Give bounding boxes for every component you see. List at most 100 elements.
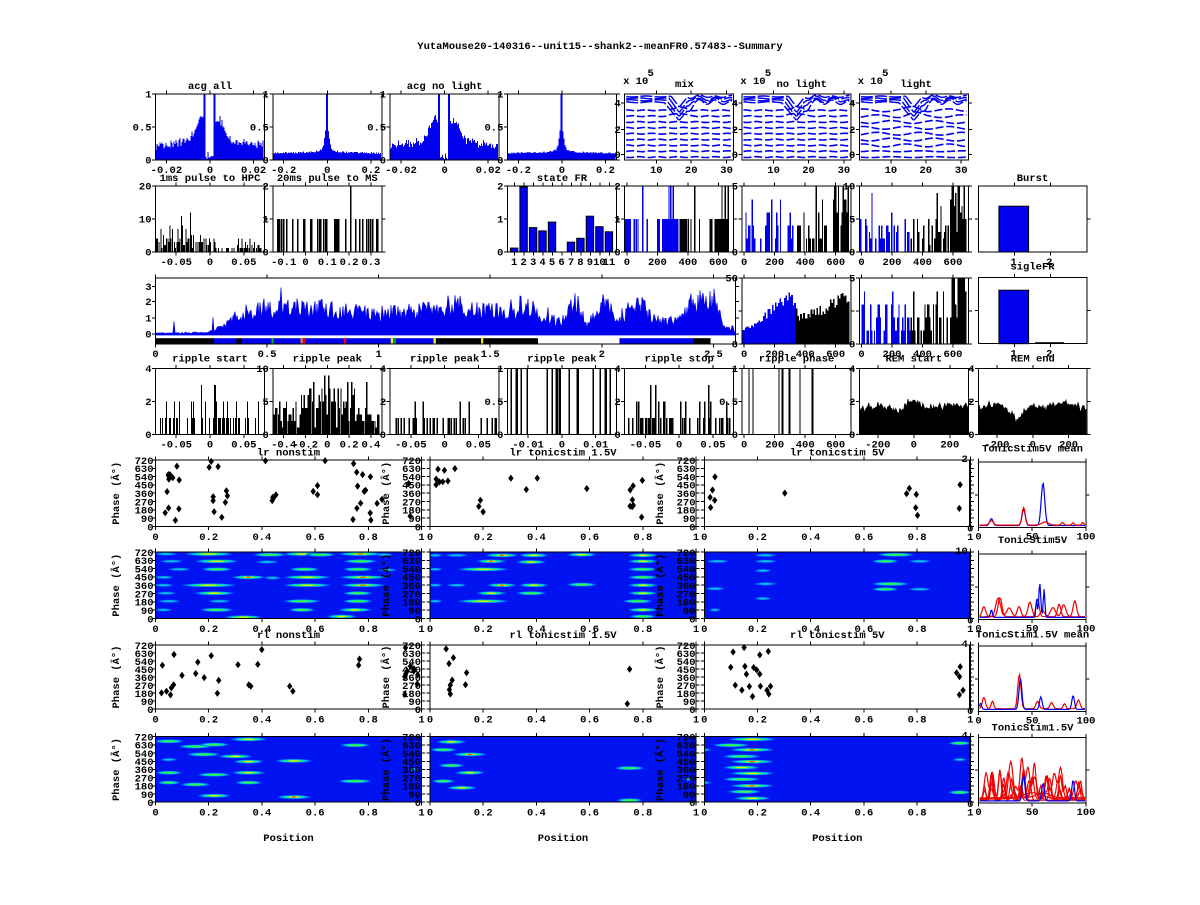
svg-text:4: 4 <box>539 257 545 269</box>
svg-text:0: 0 <box>1030 440 1036 452</box>
svg-text:0.8: 0.8 <box>633 532 652 544</box>
svg-text:1: 1 <box>732 364 738 376</box>
svg-text:1: 1 <box>380 90 386 102</box>
svg-text:11: 11 <box>603 257 616 269</box>
svg-text:5: 5 <box>732 182 738 194</box>
svg-text:0: 0 <box>145 248 151 260</box>
svg-text:4: 4 <box>961 639 967 651</box>
svg-text:4: 4 <box>968 364 974 376</box>
svg-text:0.6: 0.6 <box>306 624 325 636</box>
svg-text:0: 0 <box>152 808 158 820</box>
svg-text:630: 630 <box>402 464 421 476</box>
svg-text:no light: no light <box>776 79 826 91</box>
svg-text:0: 0 <box>559 440 565 452</box>
svg-text:0.4: 0.4 <box>801 715 820 727</box>
svg-text:10: 10 <box>955 546 968 558</box>
svg-text:0: 0 <box>152 624 158 636</box>
svg-text:720: 720 <box>677 641 696 653</box>
svg-text:270: 270 <box>135 681 154 693</box>
svg-text:Phase (Â°): Phase (Â°) <box>379 554 393 617</box>
svg-text:360: 360 <box>677 581 696 593</box>
svg-text:450: 450 <box>135 757 154 769</box>
svg-text:270: 270 <box>402 589 421 601</box>
svg-text:0: 0 <box>441 440 447 452</box>
svg-text:0: 0 <box>732 340 738 352</box>
svg-text:180: 180 <box>135 598 154 610</box>
svg-text:360: 360 <box>402 489 421 501</box>
svg-text:Burst: Burst <box>1017 173 1049 185</box>
svg-text:540: 540 <box>677 564 696 576</box>
svg-text:1: 1 <box>497 364 503 376</box>
svg-text:200: 200 <box>1059 440 1078 452</box>
svg-text:720: 720 <box>402 456 421 468</box>
svg-text:2: 2 <box>145 297 151 309</box>
svg-text:0.2: 0.2 <box>596 165 615 177</box>
svg-text:90: 90 <box>141 606 154 618</box>
svg-text:400: 400 <box>678 257 697 269</box>
svg-text:ripple stop: ripple stop <box>645 354 714 366</box>
svg-text:180: 180 <box>677 598 696 610</box>
svg-text:0: 0 <box>741 257 747 269</box>
svg-text:0: 0 <box>147 705 153 717</box>
svg-text:0: 0 <box>967 799 973 811</box>
svg-text:5: 5 <box>262 397 268 409</box>
svg-text:180: 180 <box>402 782 421 794</box>
svg-text:0.6: 0.6 <box>854 624 873 636</box>
svg-text:2: 2 <box>599 349 605 361</box>
svg-text:0.2: 0.2 <box>474 715 493 727</box>
svg-text:0: 0 <box>415 705 421 717</box>
svg-text:630: 630 <box>135 464 154 476</box>
svg-text:0.4: 0.4 <box>801 624 820 636</box>
svg-text:450: 450 <box>677 757 696 769</box>
svg-text:1: 1 <box>1010 349 1016 361</box>
svg-text:1: 1 <box>497 90 503 102</box>
svg-text:0.6: 0.6 <box>580 532 599 544</box>
svg-text:0.6: 0.6 <box>854 532 873 544</box>
svg-text:1: 1 <box>262 215 268 227</box>
svg-text:3: 3 <box>145 282 151 294</box>
svg-text:90: 90 <box>683 790 696 802</box>
svg-text:100: 100 <box>1077 624 1096 636</box>
svg-text:1: 1 <box>693 808 699 820</box>
svg-text:0.2: 0.2 <box>340 257 359 269</box>
svg-text:0: 0 <box>559 165 565 177</box>
svg-text:0.2: 0.2 <box>748 532 767 544</box>
svg-text:Phase (Â°): Phase (Â°) <box>379 645 393 708</box>
svg-text:0: 0 <box>380 156 386 168</box>
svg-text:0.2: 0.2 <box>474 624 493 636</box>
svg-text:20: 20 <box>139 182 152 194</box>
svg-text:20ms pulse to MS: 20ms pulse to MS <box>277 173 378 185</box>
svg-text:540: 540 <box>402 749 421 761</box>
svg-text:0: 0 <box>207 440 213 452</box>
svg-text:0.2: 0.2 <box>340 440 359 452</box>
svg-text:180: 180 <box>402 506 421 518</box>
svg-text:0: 0 <box>624 257 630 269</box>
svg-text:0: 0 <box>701 532 707 544</box>
svg-text:0: 0 <box>732 430 738 442</box>
svg-text:540: 540 <box>402 657 421 669</box>
svg-text:0.8: 0.8 <box>359 624 378 636</box>
svg-text:720: 720 <box>677 456 696 468</box>
svg-text:0: 0 <box>689 522 695 534</box>
svg-text:630: 630 <box>677 649 696 661</box>
svg-text:180: 180 <box>677 782 696 794</box>
svg-text:270: 270 <box>677 681 696 693</box>
svg-text:0: 0 <box>858 349 864 361</box>
svg-text:20: 20 <box>802 165 815 177</box>
svg-text:0.4: 0.4 <box>801 532 820 544</box>
svg-text:0.6: 0.6 <box>580 715 599 727</box>
svg-text:5: 5 <box>882 68 888 80</box>
svg-text:Phase (Â°): Phase (Â°) <box>109 738 123 801</box>
svg-text:0.05: 0.05 <box>466 440 491 452</box>
svg-text:200: 200 <box>940 440 959 452</box>
svg-text:0: 0 <box>975 807 981 819</box>
svg-text:10: 10 <box>885 165 898 177</box>
svg-text:50: 50 <box>1026 716 1039 728</box>
svg-text:-0.1: -0.1 <box>271 257 296 269</box>
svg-text:1: 1 <box>693 624 699 636</box>
svg-text:rl tonicstim 5V: rl tonicstim 5V <box>790 630 885 642</box>
svg-text:3: 3 <box>530 257 536 269</box>
svg-text:360: 360 <box>677 673 696 685</box>
svg-text:0: 0 <box>967 524 973 536</box>
svg-text:50: 50 <box>725 274 738 286</box>
